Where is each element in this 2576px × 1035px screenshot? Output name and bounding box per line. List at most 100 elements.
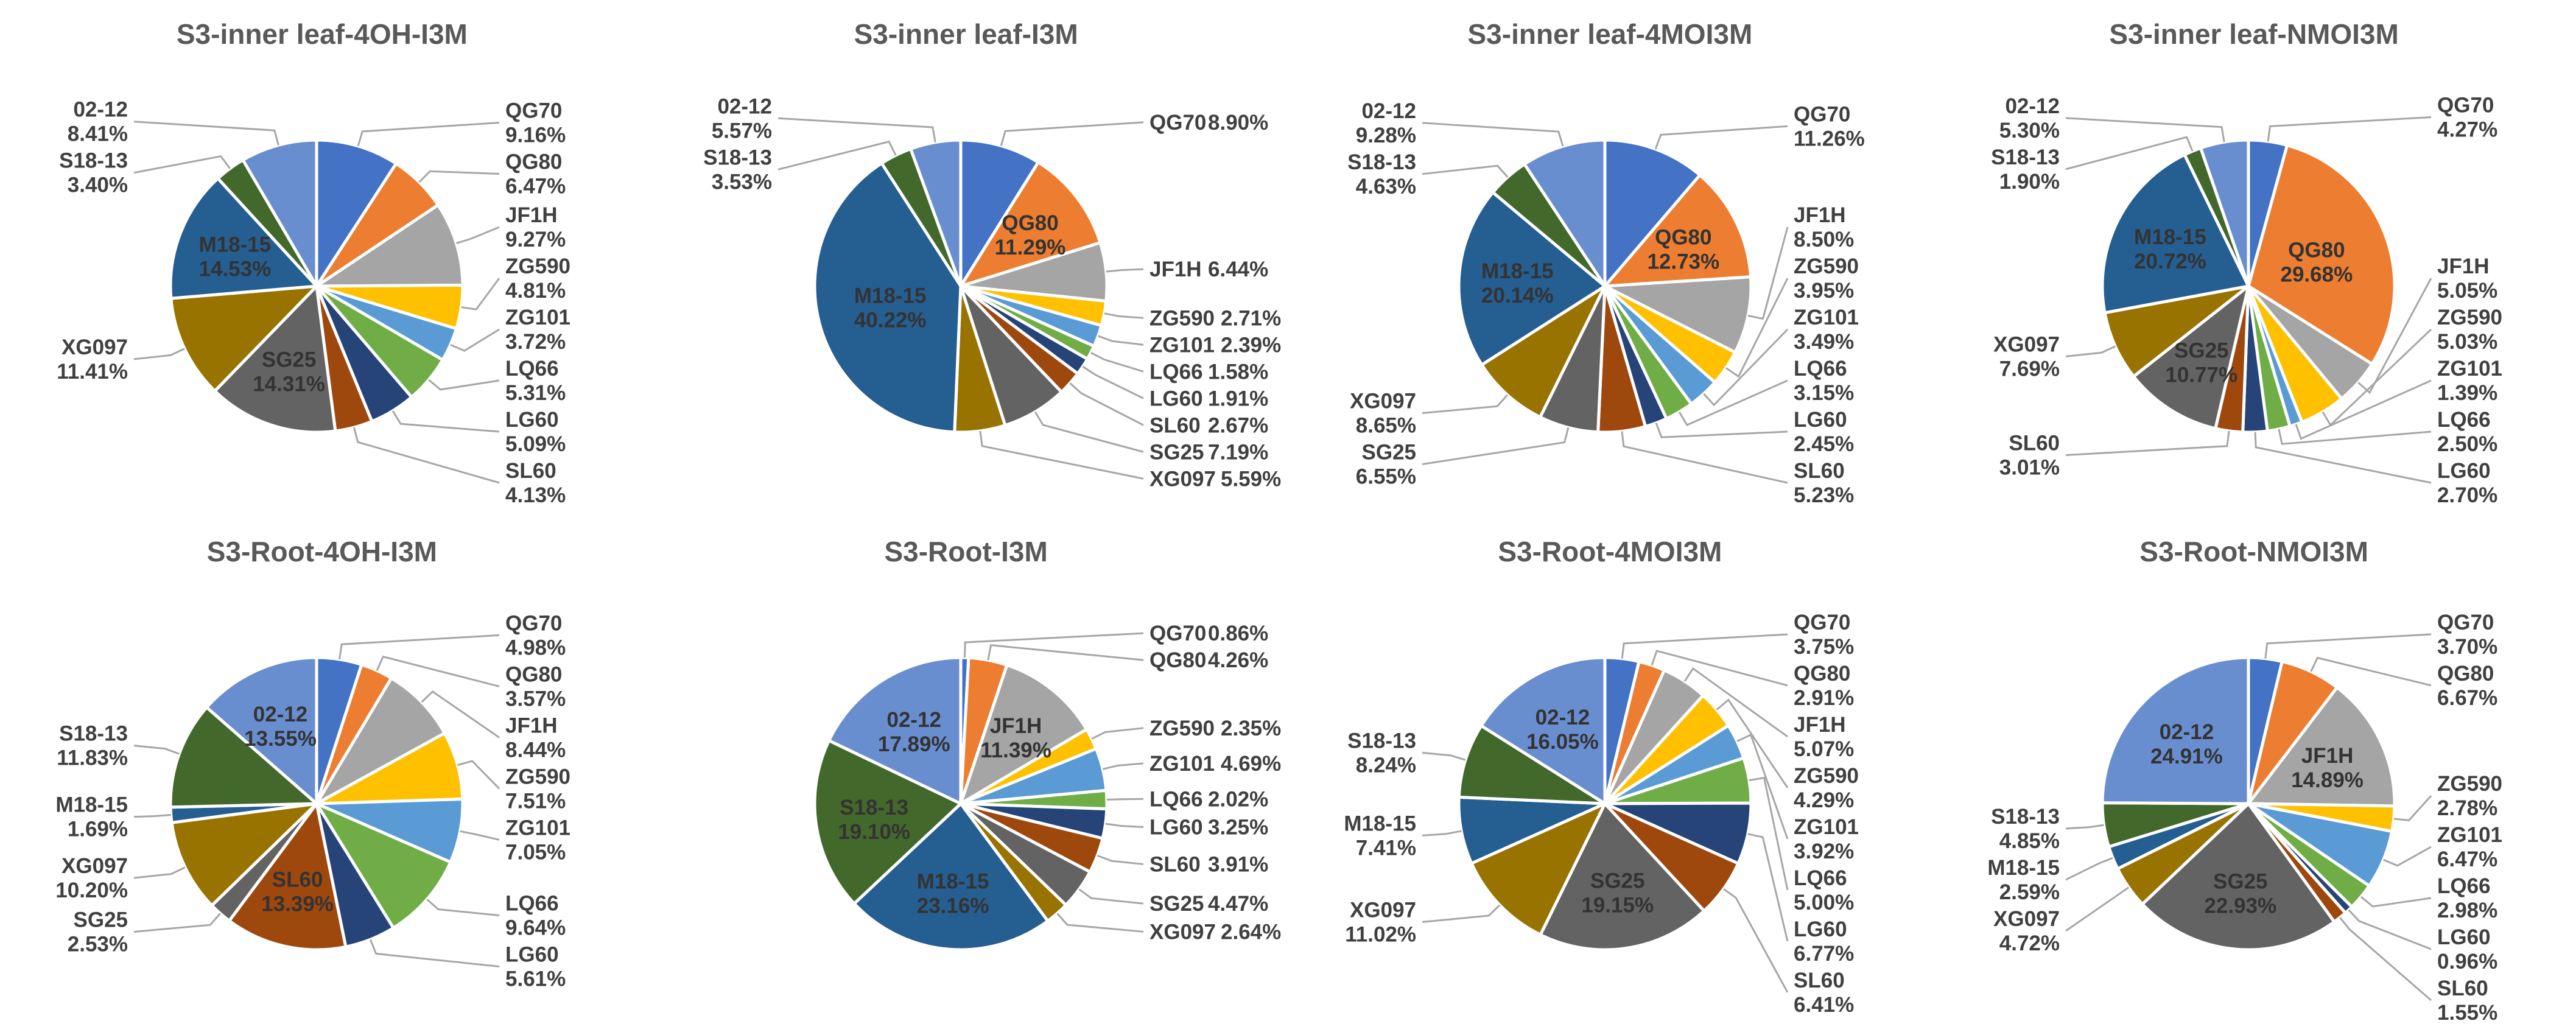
leader-line: [1422, 164, 1508, 178]
leader-line: [133, 913, 221, 933]
slice-category-label: ZG590: [1149, 717, 1215, 740]
slice-category-label: M18-15: [1481, 259, 1553, 283]
leader-line: [987, 644, 1143, 661]
slice-value-label: 2.78%: [2437, 796, 2497, 820]
leader-line: [133, 813, 171, 818]
slice-value-label: 5.00%: [1794, 891, 1854, 914]
leader-line: [1422, 830, 1462, 837]
slice-category-label: JF1H: [1794, 203, 1846, 227]
pie-slice-02-12: [908, 138, 963, 287]
slice-category-label: LG60: [2437, 925, 2491, 949]
slice-value-label: 3.15%: [1794, 381, 1854, 405]
slice-category-label: QG80: [2288, 239, 2345, 262]
chart-title: S3-Root-I3M: [884, 536, 1048, 567]
slice-value-label: 9.16%: [505, 124, 566, 147]
slice-value-label: 3.91%: [1208, 852, 1268, 876]
slice-value-label: 2.39%: [1221, 333, 1281, 357]
slice-category-label: ZG101: [2437, 823, 2502, 847]
slice-value-label: 5.61%: [505, 967, 566, 991]
slice-value-label: 5.57%: [712, 119, 772, 142]
slice-category-label: ZG590: [1149, 306, 1215, 330]
slice-value-label: 1.39%: [2437, 381, 2497, 405]
slice-category-label: ZG101: [505, 306, 570, 329]
slice-category-label: JF1H: [2301, 744, 2354, 768]
slice-value-label: 2.50%: [2437, 432, 2497, 456]
data-label: M18-152.59%: [1988, 856, 2060, 904]
leader-line: [1683, 667, 1788, 738]
slice-value-label: 8.41%: [68, 122, 128, 146]
pie-slice-jf1h: [2245, 685, 2396, 808]
slice-value-label: 3.70%: [2437, 635, 2497, 659]
data-label: LG60 1.91%: [1149, 387, 1268, 410]
pie-chart-panel: S3-inner leaf-NMOI3M QG70 4.27% QG80 29.68% J…: [1932, 0, 2576, 518]
leader-line: [2393, 795, 2432, 821]
leader-line: [777, 140, 897, 170]
slice-category-label: ZG590: [505, 765, 570, 788]
pie-slice-m18-15: [852, 801, 1050, 952]
pie-slice-sg25: [2132, 282, 2251, 430]
slice-value-label: 5.03%: [2437, 330, 2497, 354]
slice-category-label: SG25: [1590, 869, 1644, 893]
leader-line: [979, 430, 1144, 480]
slice-category-label: XG097: [1993, 332, 2060, 356]
leader-line: [1105, 823, 1143, 829]
slice-value-label: 29.68%: [2281, 263, 2353, 287]
data-label: SL60 3.91%: [1149, 852, 1268, 876]
slice-category-label: SG25: [1361, 441, 1416, 465]
pie-slice-sg25: [2140, 801, 2337, 952]
data-label: S18-134.85%: [1991, 805, 2060, 853]
chart-title: S3-inner leaf-4OH-I3M: [176, 18, 468, 50]
slice-category-label: LQ66: [1149, 360, 1203, 384]
slice-category-label: ZG101: [1794, 815, 1859, 839]
pie-slice-qg70: [1603, 138, 1702, 290]
pie-slice-qg80: [2247, 143, 2396, 367]
leader-line: [1056, 913, 1143, 933]
data-label: ZG101 4.69%: [1149, 752, 1281, 776]
data-label: QG70 8.90%: [1149, 111, 1268, 135]
pie-slice-qg70: [959, 138, 1041, 292]
slice-value-label: 24.91%: [2150, 745, 2223, 768]
slice-category-label: SL60: [272, 868, 323, 892]
leader-line: [1422, 751, 1465, 761]
leader-line: [460, 830, 500, 841]
data-label: XG097 2.64%: [1149, 920, 1281, 944]
slice-value-label: 6.67%: [2437, 686, 2497, 710]
leader-line: [1655, 423, 1788, 438]
slice-category-label: ZG590: [505, 254, 570, 278]
slice-value-label: 2.71%: [1221, 306, 1281, 330]
slice-category-label: SL60: [1794, 459, 1845, 483]
slice-value-label: 3.53%: [712, 170, 772, 194]
slice-category-label: QG80: [505, 150, 562, 174]
slice-category-label: QG80: [1149, 648, 1206, 672]
leader-line: [2066, 345, 2116, 357]
slice-value-label: 40.22%: [854, 308, 927, 332]
slice-category-label: 02-12: [886, 708, 941, 732]
slice-value-label: 2.98%: [2437, 899, 2497, 922]
leader-line: [2383, 846, 2432, 867]
slice-value-label: 2.45%: [1794, 432, 1854, 456]
slice-category-label: M18-15: [2134, 225, 2206, 249]
slice-category-label: 02-12: [1361, 99, 1416, 123]
chart-title: S3-Root-4MOI3M: [1498, 536, 1722, 567]
pie-slice-xg097: [1479, 282, 1609, 419]
slice-category-label: QG80: [2437, 662, 2494, 686]
data-label: QG80 4.26%: [1149, 648, 1268, 672]
slice-value-label: 16.05%: [1526, 730, 1599, 754]
